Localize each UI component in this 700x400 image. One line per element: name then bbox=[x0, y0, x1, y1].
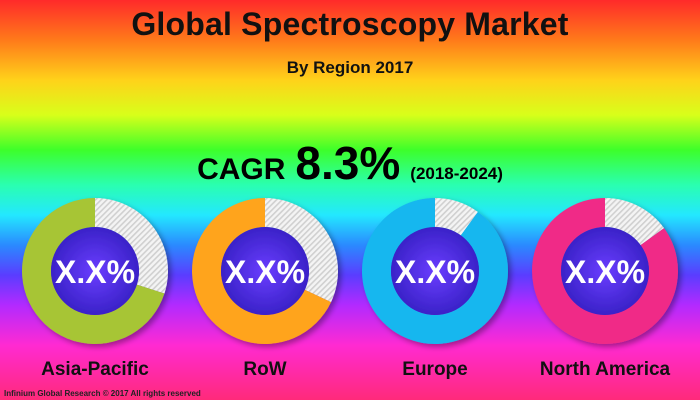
chart-subtitle: By Region 2017 bbox=[286, 58, 414, 77]
donut-segment-north-america bbox=[532, 198, 678, 345]
cagr-label: CAGR bbox=[197, 153, 286, 186]
donut-row bbox=[192, 198, 338, 344]
cagr-value: 8.3% bbox=[295, 137, 401, 189]
donut-segment-other-europe bbox=[435, 198, 478, 236]
donut-hole-asia-pacific bbox=[51, 227, 139, 315]
donut-center-label-europe: X.X% bbox=[395, 254, 475, 290]
region-label-asia-pacific: Asia-Pacific bbox=[41, 359, 149, 380]
donut-segment-europe bbox=[361, 198, 508, 344]
donut-asia-pacific bbox=[21, 198, 168, 344]
donut-north-america bbox=[532, 198, 678, 345]
donut-segment-row bbox=[192, 198, 332, 344]
region-label-row: RoW bbox=[243, 359, 286, 380]
donut-center-label-row: X.X% bbox=[225, 254, 305, 290]
copyright-footer: Infinium Global Research © 2017 All righ… bbox=[4, 389, 201, 398]
region-label-north-america: North America bbox=[540, 359, 671, 380]
donut-segment-other-north-america bbox=[605, 198, 665, 246]
donut-europe bbox=[361, 198, 508, 344]
chart-title: Global Spectroscopy Market bbox=[131, 6, 569, 42]
donut-segment-other-row bbox=[265, 198, 338, 303]
donut-center-label-asia-pacific: X.X% bbox=[55, 254, 135, 290]
region-label-europe: Europe bbox=[402, 359, 467, 380]
donut-segment-asia-pacific bbox=[21, 198, 165, 344]
cagr-period: (2018-2024) bbox=[410, 164, 503, 183]
cagr-row: CAGR 8.3% (2018-2024) bbox=[0, 136, 700, 190]
donut-hole-north-america bbox=[561, 227, 649, 315]
donut-hole-row bbox=[221, 227, 309, 315]
donut-segment-other-asia-pacific bbox=[95, 198, 168, 294]
donut-center-label-north-america: X.X% bbox=[565, 254, 645, 290]
donut-hole-europe bbox=[391, 227, 479, 315]
